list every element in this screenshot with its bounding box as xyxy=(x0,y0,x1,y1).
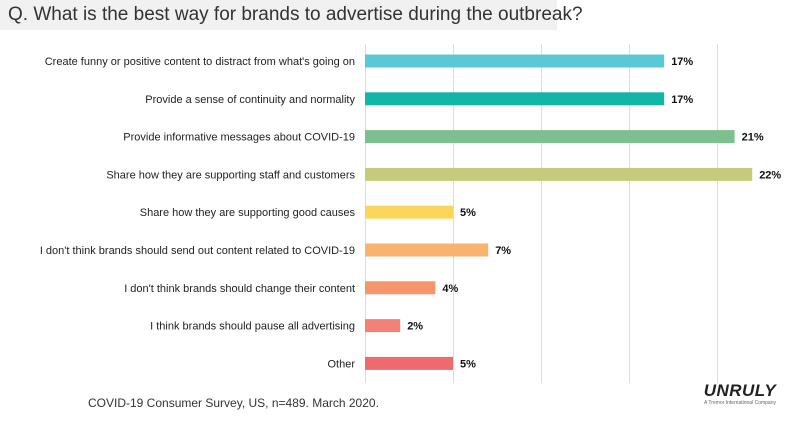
data-label: 21% xyxy=(742,132,764,144)
category-label: Provide informative messages about COVID… xyxy=(123,132,355,144)
question-banner: Q. What is the best way for brands to ad… xyxy=(0,0,583,30)
category-label: Provide a sense of continuity and normal… xyxy=(145,94,355,106)
bar-5 xyxy=(365,205,453,219)
data-label: 17% xyxy=(671,56,693,68)
source-note: COVID-19 Consumer Survey, US, n=489. Mar… xyxy=(88,396,379,410)
category-label: Share how they are supporting good cause… xyxy=(140,207,356,219)
data-label: 2% xyxy=(407,321,423,333)
question-title: Q. What is the best way for brands to ad… xyxy=(8,4,583,25)
category-label: I don't think brands should change their… xyxy=(124,283,355,295)
data-label: 7% xyxy=(495,245,511,257)
bar-1 xyxy=(365,54,665,68)
bar-2 xyxy=(365,92,665,106)
data-label: 5% xyxy=(460,207,476,219)
unruly-logo: UNRULY A Tremor International Company xyxy=(700,382,780,407)
category-label: Create funny or positive content to dist… xyxy=(45,56,355,68)
bar-9 xyxy=(365,356,453,370)
category-label: Share how they are supporting staff and … xyxy=(106,169,355,181)
category-label: Other xyxy=(327,358,355,370)
bar-6 xyxy=(365,243,489,257)
category-label: I don't think brands should send out con… xyxy=(40,245,355,257)
bar-8 xyxy=(365,319,401,333)
data-label: 5% xyxy=(460,358,476,370)
bar-7 xyxy=(365,281,436,295)
logo-text: UNRULY xyxy=(703,381,777,400)
category-label: I think brands should pause all advertis… xyxy=(150,321,355,333)
bar-4 xyxy=(365,167,753,181)
bar-3 xyxy=(365,130,735,144)
logo-tagline: A Tremor International Company xyxy=(704,400,776,406)
data-label: 4% xyxy=(442,283,458,295)
data-label: 17% xyxy=(671,94,693,106)
data-label: 22% xyxy=(759,169,781,181)
